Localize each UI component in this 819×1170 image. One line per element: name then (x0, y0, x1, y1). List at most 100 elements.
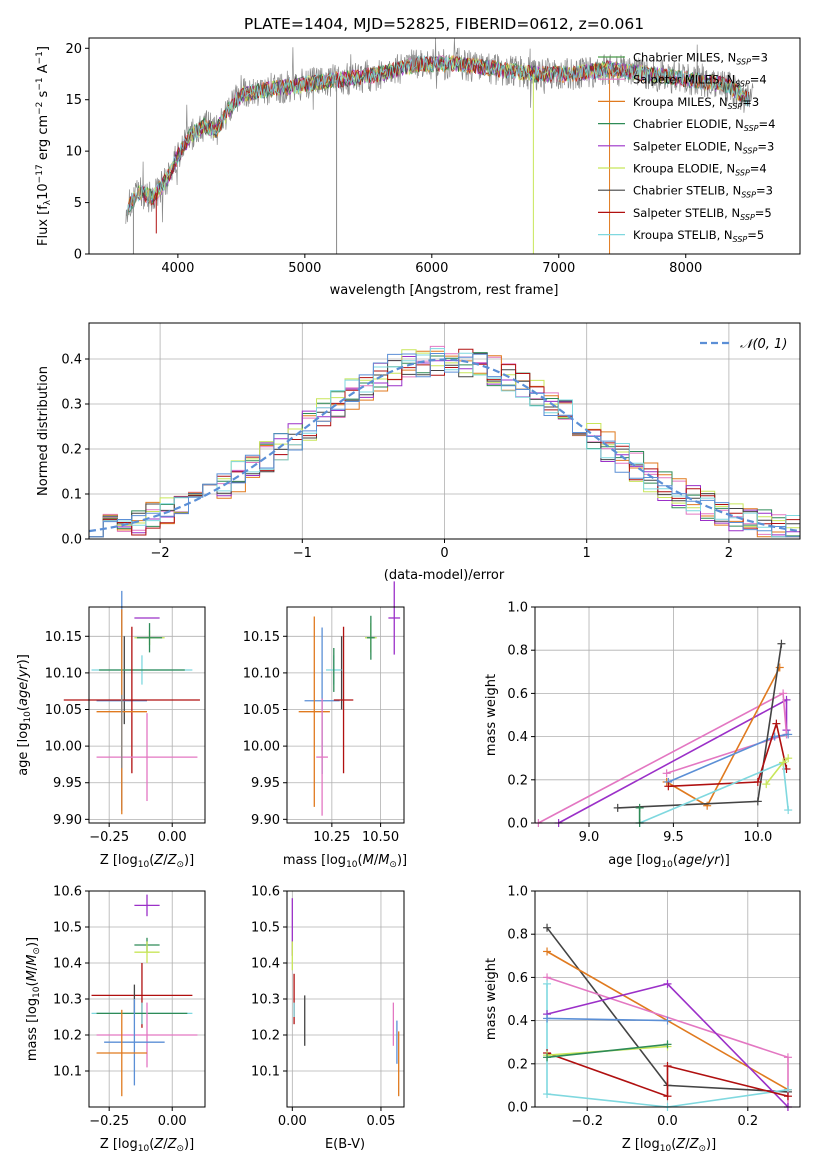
legend-label: Salpeter MILES, NSSP=4 (633, 73, 767, 89)
legend-label: Salpeter STELIB, NSSP=5 (633, 206, 772, 222)
weight-line (617, 643, 783, 809)
tick-label-y: 0.6 (507, 687, 528, 702)
age-mass-plot: 10.25 10.50 9.90 9.95 10.00 10.05 10.10 10.15 (243, 581, 404, 845)
age-z-axes-frame (88, 606, 206, 824)
tick-label-y: 10 (65, 145, 82, 160)
histogram-xlabel: (data-model)/error (384, 568, 505, 583)
tick-label-y: 10.5 (53, 921, 82, 936)
tick-label-y: 10.00 (45, 740, 82, 755)
weight-line (546, 1017, 668, 1022)
tick-label-x: 9.5 (663, 830, 684, 845)
tick-label-x: 0.05 (366, 1114, 395, 1129)
mass-z-xlabel: Z [log10(Z/Z⊙)] (100, 1137, 194, 1154)
tick-label-x: 9.0 (579, 830, 600, 845)
spectrum-title: PLATE=1404, MJD=52825, FIBERID=0612, z=0… (244, 15, 644, 33)
tick-label-y: 0.4 (507, 730, 528, 745)
weight-line (546, 1043, 668, 1059)
tick-label-y: 9.95 (251, 776, 280, 791)
weight-line (668, 720, 788, 788)
tick-label-y: 0.0 (507, 817, 528, 832)
tick-label-x: −0.25 (89, 1114, 129, 1129)
tick-label-y: 10.3 (251, 993, 280, 1008)
spectrum-axes-frame (88, 37, 801, 255)
age-mass-axes-frame (286, 606, 405, 824)
tick-label-y: 0.6 (507, 971, 528, 986)
weight-line (546, 983, 789, 1108)
tick-label-y: 10.05 (243, 703, 280, 718)
mass-ebv-axes-frame (286, 890, 405, 1108)
tick-label-y: 1.0 (507, 601, 528, 616)
tick-label-y: 10.15 (243, 630, 280, 645)
tick-label-x: 10.0 (743, 830, 772, 845)
normal-reference-curve (88, 358, 801, 533)
tick-label-y: 10.10 (45, 666, 82, 681)
tick-label-x: 2 (725, 546, 733, 561)
tick-label-y: 10.2 (53, 1029, 82, 1044)
tick-label-x: 0.0 (657, 1114, 678, 1129)
tick-label-y: 0.3 (61, 398, 82, 413)
mass-z-axes-frame (88, 890, 206, 1108)
tick-label-y: 0.4 (61, 353, 82, 368)
tick-label-y: 0.0 (61, 533, 82, 548)
histogram-ylabel: Normed distribution (36, 366, 51, 496)
tick-label-x: 4000 (161, 261, 194, 276)
tick-label-x: 0.2 (737, 1114, 758, 1129)
tick-label-y: 15 (65, 93, 82, 108)
tick-label-x: 6000 (415, 261, 448, 276)
tick-label-x: −0.2 (571, 1114, 603, 1129)
mass-weight-z-ylabel: mass weight (484, 958, 499, 1040)
tick-label-y: 0.8 (507, 644, 528, 659)
tick-label-y: 10.2 (251, 1029, 280, 1044)
mass-weight-vs-age-panel: 9.0 9.5 10.0 0.0 0.2 0.4 0.6 0.8 1.0 age [log10(… (484, 601, 801, 870)
tick-label-y: 10.6 (251, 885, 280, 900)
tick-label-x: 10.25 (313, 830, 350, 845)
age-z-xlabel: Z [log10(Z/Z⊙)] (100, 853, 194, 870)
tick-label-x: 0.00 (158, 1114, 187, 1129)
tick-label-x: −1 (293, 546, 312, 561)
age-z-plot: −0.25 0.00 9.90 9.95 10.00 10.05 10.10 10.15 (45, 590, 205, 845)
mass-ebv-xlabel: E(B-V) (325, 1137, 365, 1152)
mass-weight-z-xlabel: Z [log10(Z/Z⊙)] (622, 1137, 716, 1154)
mass-weight-age-xlabel: age [log10(age/yr)] (608, 853, 730, 870)
legend-label: Chabrier MILES, NSSP=3 (633, 51, 768, 67)
tick-label-y: 0.1 (61, 488, 82, 503)
weight-line (546, 1052, 789, 1098)
spectrum-ylabel: Flux [fλ10−17 erg cm−2 s−1 A−1] (35, 46, 53, 246)
mass-weight-vs-metallicity-panel: −0.2 0.0 0.2 0.0 0.2 0.4 0.6 0.8 1.0 Z [log10(Z/… (484, 885, 801, 1154)
age-vs-metallicity-panel: −0.25 0.00 9.90 9.95 10.00 10.05 10.10 10.15 Z … (16, 590, 206, 870)
spectrum-lines (125, 37, 754, 254)
model-spectrum (126, 55, 750, 216)
tick-label-y: 10.1 (53, 1065, 82, 1080)
tick-label-y: 0.2 (507, 773, 528, 788)
tick-label-y: 10.10 (243, 666, 280, 681)
tick-label-x: 0 (440, 546, 448, 561)
mass-z-ylabel: mass [log10(M/M⊙)] (25, 937, 42, 1061)
legend-label: Salpeter ELODIE, NSSP=3 (633, 139, 774, 155)
legend-label: Kroupa ELODIE, NSSP=4 (633, 162, 767, 178)
tick-label-y: 0.2 (507, 1057, 528, 1072)
tick-label-y: 10.05 (45, 703, 82, 718)
residual-histogram-panel: −2 −1 0 1 2 0.0 0.1 0.2 0.3 0.4 (data-model)/erro… (36, 322, 801, 583)
mass-weight-age-plot: 9.0 9.5 10.0 0.0 0.2 0.4 0.6 0.8 1.0 (507, 601, 800, 845)
tick-label-y: 5 (74, 196, 82, 211)
tick-label-y: 10.15 (45, 630, 82, 645)
histogram-axes-frame (88, 322, 801, 540)
mass-ebv-plot: 0.00 0.05 10.1 10.2 10.3 10.4 10.5 10.6 (251, 885, 404, 1129)
legend-label: Kroupa MILES, NSSP=3 (633, 95, 759, 111)
age-z-ylabel: age [log10(age/yr)] (16, 654, 33, 776)
legend-normal-label: 𝒩(0, 1) (740, 337, 787, 352)
tick-label-y: 10.6 (53, 885, 82, 900)
legend-label: Chabrier STELIB, NSSP=3 (633, 184, 773, 200)
observed-spectrum (125, 37, 754, 224)
tick-label-y: 10.4 (251, 957, 280, 972)
weight-line (538, 692, 788, 824)
tick-label-x: 10.50 (362, 830, 399, 845)
age-vs-mass-panel: 10.25 10.50 9.90 9.95 10.00 10.05 10.10 10.15 m… (243, 581, 407, 870)
mass-z-plot: −0.25 0.00 10.1 10.2 10.3 10.4 10.5 10.6 (53, 885, 205, 1129)
mass-weight-age-ylabel: mass weight (484, 674, 499, 756)
tick-label-y: 9.90 (251, 813, 280, 828)
tick-label-x: 5000 (288, 261, 321, 276)
mass-vs-metallicity-panel: −0.25 0.00 10.1 10.2 10.3 10.4 10.5 10.6 Z [log… (25, 885, 206, 1154)
tick-label-y: 10.1 (251, 1065, 280, 1080)
